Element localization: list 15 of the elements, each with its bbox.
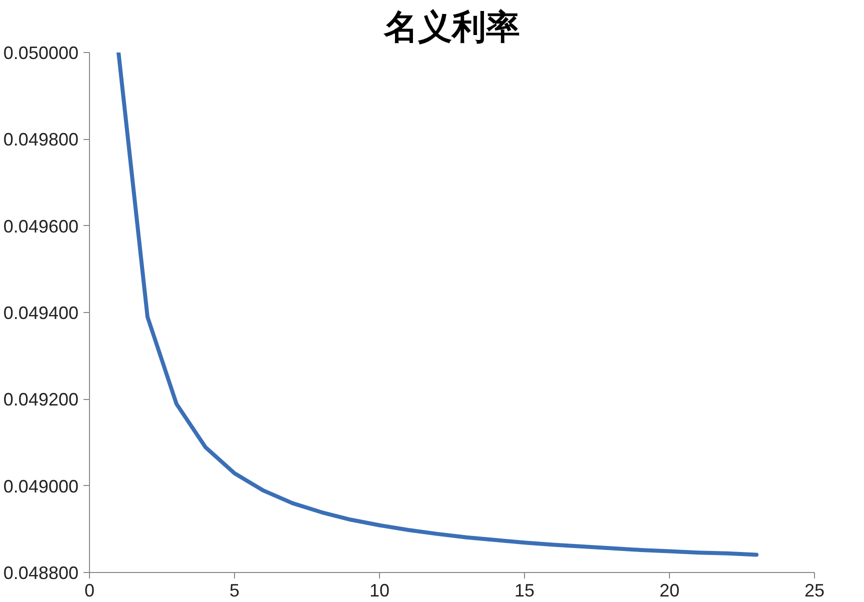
x-tick-label: 0 <box>84 580 95 600</box>
y-tick-label: 0.049800 <box>3 130 78 150</box>
y-tick-label: 0.049000 <box>3 476 78 496</box>
x-tick-label: 10 <box>369 580 390 600</box>
x-tick-label: 25 <box>804 580 825 600</box>
chart-title: 名义利率 <box>383 8 520 48</box>
y-tick-label: 0.048800 <box>3 563 78 583</box>
line-series <box>116 52 758 557</box>
y-tick-label: 0.049400 <box>3 303 78 323</box>
x-tick-label: 5 <box>229 580 240 600</box>
x-tick-label: 20 <box>659 580 680 600</box>
y-tick-label: 0.049200 <box>3 390 78 410</box>
x-tick-label: 15 <box>514 580 535 600</box>
y-tick-label: 0.050000 <box>3 43 78 63</box>
y-tick-label: 0.049600 <box>3 216 78 236</box>
